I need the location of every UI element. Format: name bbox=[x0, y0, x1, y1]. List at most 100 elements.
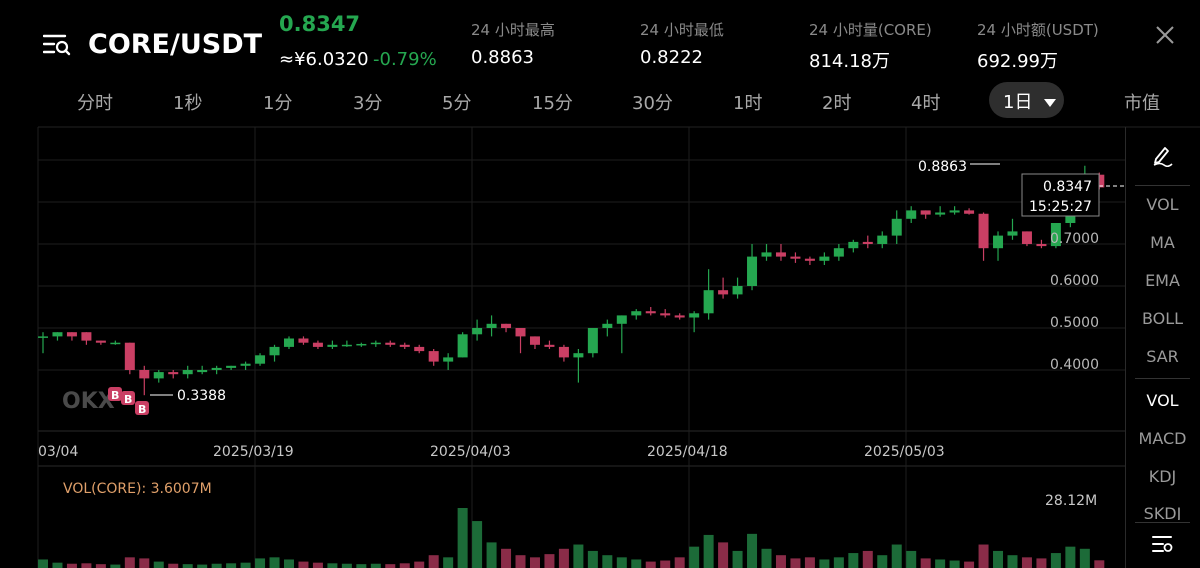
candle bbox=[124, 342, 135, 375]
volume-bar bbox=[327, 563, 338, 568]
tab-1h[interactable]: 1时 bbox=[733, 93, 763, 114]
tab-15m[interactable]: 15分 bbox=[532, 93, 573, 114]
candle bbox=[182, 365, 193, 379]
volume-bar bbox=[298, 561, 309, 568]
side-main-ma[interactable]: MA bbox=[1150, 233, 1175, 252]
candle bbox=[139, 365, 150, 396]
candle bbox=[472, 319, 483, 341]
tab-1d[interactable]: 1日 bbox=[989, 82, 1064, 118]
last-price: 0.8347 bbox=[279, 12, 361, 36]
price-label-0500: 0.5000 bbox=[1050, 315, 1099, 331]
candle bbox=[269, 344, 280, 362]
stat-turnover: 24 小时额(USDT) 692.99万 bbox=[977, 19, 1099, 73]
stat-high-value: 0.8863 bbox=[471, 47, 534, 68]
tab-timeline[interactable]: 分时 bbox=[77, 93, 113, 114]
tab-5m[interactable]: 5分 bbox=[442, 93, 472, 114]
volume-bar bbox=[486, 542, 497, 568]
candle bbox=[197, 365, 208, 375]
side-main-sar[interactable]: SAR bbox=[1146, 347, 1179, 366]
date-label-0: 03/04 bbox=[38, 444, 78, 460]
volume-bar bbox=[645, 561, 656, 568]
pair-title[interactable]: CORE/USDT bbox=[88, 29, 263, 60]
volume-bar bbox=[906, 550, 917, 568]
volume-bar bbox=[240, 562, 251, 568]
indicator-settings-icon[interactable] bbox=[1152, 534, 1174, 554]
side-main-ema[interactable]: EMA bbox=[1145, 271, 1180, 290]
stat-low: 24 小时最低 0.8222 bbox=[640, 19, 724, 68]
tab-30m[interactable]: 30分 bbox=[632, 93, 673, 114]
volume-bar bbox=[790, 558, 801, 568]
volume-bar bbox=[1094, 560, 1105, 568]
candle bbox=[327, 340, 338, 349]
menu-search-icon[interactable] bbox=[42, 32, 71, 58]
close-icon[interactable] bbox=[1155, 25, 1175, 45]
candle bbox=[732, 277, 743, 299]
tab-2h[interactable]: 2时 bbox=[822, 93, 852, 114]
last-price-marker: 0.8347 15:25:27 bbox=[1021, 173, 1125, 217]
side-sub-macd[interactable]: MACD bbox=[1138, 429, 1187, 448]
volume-bar bbox=[414, 561, 425, 568]
side-main-boll[interactable]: BOLL bbox=[1141, 309, 1184, 328]
volume-bar bbox=[877, 555, 888, 568]
price-axis-labels: 0.7000 0.6000 0.5000 0.4000 bbox=[1050, 231, 1099, 373]
volume-bar bbox=[1007, 555, 1018, 568]
volume-bar bbox=[573, 544, 584, 568]
volume-bar bbox=[775, 555, 786, 568]
stat-high-label: 24 小时最高 bbox=[471, 21, 555, 39]
candle bbox=[95, 340, 106, 345]
candle bbox=[38, 332, 48, 354]
volume-bar bbox=[226, 563, 237, 568]
draw-tool-icon[interactable] bbox=[1150, 143, 1174, 168]
candle bbox=[81, 332, 92, 345]
volume-bar bbox=[558, 548, 569, 568]
candle bbox=[804, 256, 815, 265]
candle bbox=[312, 340, 323, 349]
candle bbox=[660, 309, 671, 318]
stat-high: 24 小时最高 0.8863 bbox=[471, 19, 555, 68]
side-main-vol[interactable]: VOL bbox=[1146, 195, 1179, 214]
tab-1s[interactable]: 1秒 bbox=[173, 93, 203, 114]
candle bbox=[428, 349, 439, 366]
candle bbox=[356, 342, 367, 347]
stat-low-label: 24 小时最低 bbox=[640, 21, 724, 39]
buy-marker-3: B bbox=[138, 403, 146, 416]
vol-max-label: 28.12M bbox=[1045, 493, 1097, 509]
tab-market-cap[interactable]: 市值 bbox=[1124, 93, 1160, 114]
volume-bar bbox=[978, 544, 989, 568]
volume-bar bbox=[1021, 557, 1032, 568]
stat-volume-value: 814.18万 bbox=[809, 51, 890, 72]
tab-1m[interactable]: 1分 bbox=[263, 93, 293, 114]
high-marker-text: 0.8863 bbox=[918, 159, 967, 175]
volume-bar bbox=[182, 564, 193, 568]
candle bbox=[153, 370, 164, 383]
side-sub-kdj[interactable]: KDJ bbox=[1148, 467, 1177, 486]
price-label-0700: 0.7000 bbox=[1050, 231, 1099, 247]
side-sub-vol[interactable]: VOL bbox=[1146, 391, 1179, 410]
cny-price: ≈¥6.0320 bbox=[279, 49, 369, 70]
side-sub-skdj[interactable]: SKDJ bbox=[1143, 504, 1182, 520]
stat-low-value: 0.8222 bbox=[640, 47, 703, 68]
volume-bar bbox=[341, 563, 352, 568]
tab-4h[interactable]: 4时 bbox=[911, 93, 941, 114]
volume-bar bbox=[891, 544, 902, 568]
candle bbox=[298, 336, 309, 345]
volume-bar bbox=[95, 564, 106, 568]
date-label-2: 2025/04/03 bbox=[430, 444, 511, 460]
volume-bar bbox=[501, 548, 512, 568]
candle bbox=[1050, 223, 1061, 249]
volume-bar bbox=[153, 561, 164, 568]
volume-bar bbox=[124, 557, 135, 568]
stat-turnover-label: 24 小时额(USDT) bbox=[977, 21, 1099, 39]
volume-bar bbox=[255, 558, 266, 568]
volume-bar bbox=[66, 563, 77, 568]
candle bbox=[370, 340, 381, 347]
candle bbox=[240, 361, 251, 370]
tab-3m[interactable]: 3分 bbox=[353, 93, 383, 114]
volume-bar bbox=[833, 557, 844, 568]
volume-bar bbox=[457, 508, 468, 568]
volume-bar bbox=[747, 533, 758, 568]
volume-bar bbox=[52, 562, 63, 568]
volume-bar bbox=[283, 559, 294, 568]
low-marker: 0.3388 bbox=[150, 388, 226, 404]
